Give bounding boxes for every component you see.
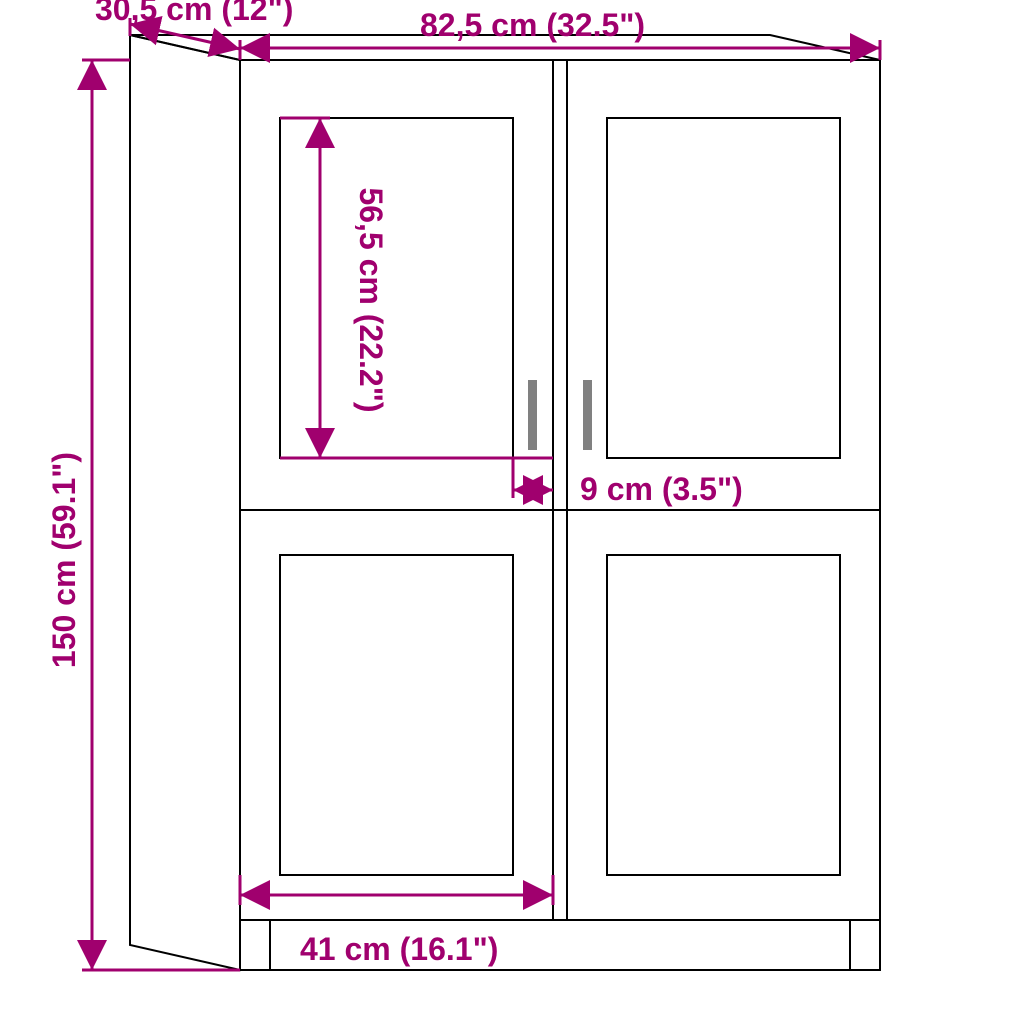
dim-gap-label: 9 cm (3.5") bbox=[580, 471, 743, 507]
dim-panelh-label: 56,5 cm (22.2") bbox=[353, 187, 389, 412]
dim-height-label: 150 cm (59.1") bbox=[46, 452, 82, 668]
dim-depth-label: 30,5 cm (12") bbox=[95, 0, 293, 27]
dim-width-label: 82,5 cm (32.5") bbox=[420, 7, 645, 43]
dim-doorw-label: 41 cm (16.1") bbox=[300, 931, 498, 967]
